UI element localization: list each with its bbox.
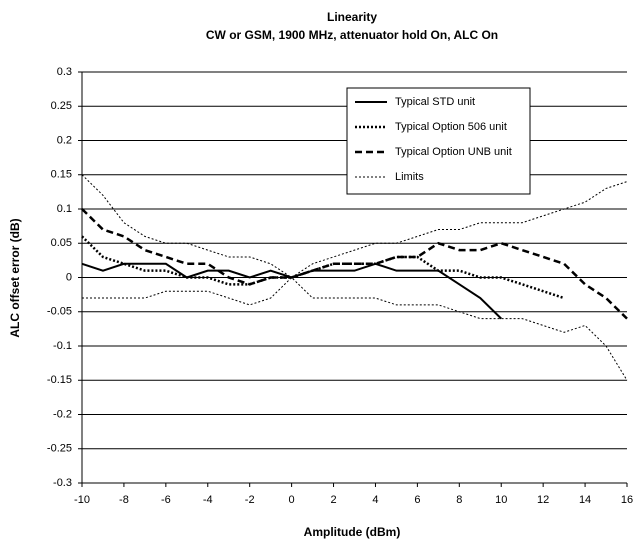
y-tick-label: -0.25 [47, 443, 72, 455]
x-tick-label: 6 [414, 494, 420, 506]
y-tick-label: 0 [66, 271, 72, 283]
x-tick-label: -4 [203, 494, 213, 506]
y-tick-label: -0.15 [47, 374, 72, 386]
legend-label: Typical Option UNB unit [395, 146, 512, 158]
x-tick-label: 8 [456, 494, 462, 506]
x-tick-label: 12 [537, 494, 549, 506]
y-tick-label: 0.05 [51, 237, 72, 249]
legend-label: Typical STD unit [395, 96, 475, 108]
y-tick-label: 0.15 [51, 169, 72, 181]
x-tick-label: -2 [245, 494, 255, 506]
x-axis-title: Amplitude (dBm) [304, 525, 401, 539]
y-tick-label: 0.2 [57, 134, 72, 146]
x-tick-label: 4 [372, 494, 378, 506]
y-tick-label: -0.1 [53, 340, 72, 352]
chart-title: Linearity [327, 10, 377, 24]
x-tick-label: 10 [495, 494, 507, 506]
x-tick-label: -10 [74, 494, 90, 506]
series-line [81, 174, 628, 279]
x-tick-label: 2 [330, 494, 336, 506]
chart-subtitle: CW or GSM, 1900 MHz, attenuator hold On,… [206, 28, 498, 42]
y-tick-label: 0.3 [57, 66, 72, 78]
y-tick-label: -0.05 [47, 306, 72, 318]
x-tick-label: 0 [289, 494, 295, 506]
legend-label: Limits [395, 171, 424, 183]
y-tick-label: -0.3 [53, 477, 72, 489]
y-tick-label: -0.2 [53, 408, 72, 420]
x-tick-label: 14 [579, 494, 591, 506]
y-tick-label: 0.1 [57, 203, 72, 215]
y-tick-label: 0.25 [51, 100, 72, 112]
series-line [82, 276, 628, 381]
series-line [81, 208, 628, 320]
x-tick-label: 16 [621, 494, 633, 506]
y-axis-title: ALC offset error (dB) [8, 218, 22, 337]
legend-box [346, 87, 531, 195]
legend-label: Typical Option 506 unit [395, 121, 507, 133]
x-tick-label: -8 [119, 494, 129, 506]
x-tick-label: -6 [161, 494, 171, 506]
